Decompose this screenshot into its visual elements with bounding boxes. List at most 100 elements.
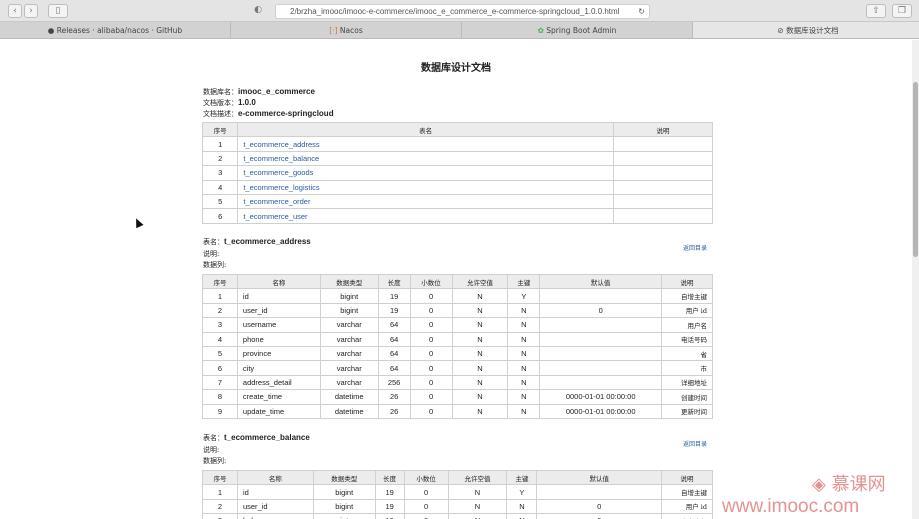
table-cell bbox=[613, 179, 713, 195]
table-cell: N bbox=[507, 345, 541, 362]
compass-icon: ⊘ bbox=[777, 26, 784, 35]
table-cell: 自增主键 bbox=[661, 484, 713, 500]
column-header: 长度 bbox=[374, 469, 405, 486]
column-header: 名称 bbox=[236, 273, 321, 290]
table-cell: 19 bbox=[377, 288, 411, 304]
shield-icon[interactable]: ◐ bbox=[254, 5, 262, 15]
column-header: 说明 bbox=[661, 273, 713, 290]
table-cell: 0 bbox=[539, 302, 663, 319]
table-cell: varchar bbox=[319, 317, 379, 333]
spring-icon: ✿ bbox=[537, 26, 544, 35]
table-cell: 9 bbox=[202, 403, 238, 419]
table-row: 5 province varchar 64 0 N N 省 bbox=[202, 345, 713, 362]
column-header: 主键 bbox=[506, 469, 538, 486]
table-cell bbox=[539, 288, 663, 304]
table-cell: 19 bbox=[374, 484, 405, 500]
table-link[interactable]: t_ecommerce_balance bbox=[243, 153, 320, 163]
share-button[interactable]: ⇧ bbox=[866, 4, 886, 18]
table-cell bbox=[613, 150, 713, 167]
table-cell: 3 bbox=[202, 317, 238, 333]
table-cell: 0 bbox=[409, 288, 453, 304]
table-cell: city bbox=[236, 360, 321, 376]
table-row: 1 t_ecommerce_address bbox=[201, 136, 713, 152]
table-cell: 0 bbox=[403, 498, 449, 515]
table-cell bbox=[539, 360, 663, 376]
tab-db-doc[interactable]: ⊘ 数据库设计文档 bbox=[693, 22, 919, 38]
address-bar[interactable]: 2/brzha_imooc/imooc-e-commerce/imooc_e_c… bbox=[275, 4, 650, 19]
reload-icon[interactable]: ↻ bbox=[636, 5, 645, 18]
table-cell: balance bbox=[236, 513, 314, 519]
back-to-index-link[interactable]: 返回目录 bbox=[683, 441, 708, 448]
table-cell: id bbox=[236, 484, 314, 500]
table-cell: 64 bbox=[377, 331, 411, 347]
table-description: 说明: bbox=[203, 250, 220, 258]
table-cell: 0 bbox=[409, 403, 453, 419]
table-row: 4 phone varchar 64 0 N N 电话号码 bbox=[202, 331, 713, 347]
table-columns-t_ecommerce_address: 序号 名称 数据类型 长度 小数位 允许空值 主键 默认值 说明 1 id bigint 19 0 N Y 自增… bbox=[202, 273, 713, 419]
table-cell: N bbox=[447, 513, 508, 519]
columns-label: 数据列: bbox=[203, 457, 227, 465]
table-row: 5 t_ecommerce_order bbox=[201, 193, 713, 210]
table-cell: 详细地址 bbox=[661, 374, 713, 391]
tabs-overview-button[interactable]: ❐ bbox=[892, 4, 912, 18]
column-header: 小数位 bbox=[403, 469, 449, 486]
column-header: 允许空值 bbox=[451, 273, 509, 290]
column-header: 序号 bbox=[202, 273, 238, 290]
table-cell: t_ecommerce_user bbox=[237, 208, 615, 224]
meta-description: 文档描述：e-commerce-springcloud bbox=[203, 109, 334, 119]
tab-nacos[interactable]: [·] Nacos bbox=[231, 22, 462, 38]
table-cell: bigint bbox=[319, 288, 379, 304]
table-cell: N bbox=[507, 389, 541, 405]
table-cell: 26 bbox=[377, 403, 411, 419]
scrollbar[interactable] bbox=[912, 40, 919, 519]
column-header: 名称 bbox=[236, 469, 314, 486]
table-link[interactable]: t_ecommerce_user bbox=[243, 211, 308, 221]
tab-github[interactable]: ● Releases · alibaba/nacos · GitHub bbox=[0, 22, 231, 38]
table-cell: Y bbox=[506, 484, 538, 500]
table-cell: 0 bbox=[403, 513, 449, 519]
table-cell: 0 bbox=[409, 360, 453, 376]
table-link[interactable]: t_ecommerce_logistics bbox=[243, 182, 320, 192]
table-cell: 8 bbox=[202, 389, 238, 405]
table-cell: 1 bbox=[201, 136, 239, 152]
table-name: t_ecommerce_balance bbox=[224, 433, 310, 442]
table-cell: N bbox=[506, 498, 538, 515]
column-header: 允许空值 bbox=[447, 469, 508, 486]
table-cell: 64 bbox=[377, 317, 411, 333]
table-cell bbox=[613, 208, 713, 224]
table-cell: 64 bbox=[377, 345, 411, 362]
column-header: 表名 bbox=[237, 121, 615, 138]
table-row: 2 t_ecommerce_balance bbox=[201, 150, 713, 167]
table-cell: N bbox=[507, 302, 541, 319]
table-cell: N bbox=[447, 484, 508, 500]
table-cell: varchar bbox=[319, 345, 379, 362]
table-link[interactable]: t_ecommerce_goods bbox=[243, 168, 314, 178]
forward-button[interactable]: › bbox=[24, 4, 38, 18]
column-header: 主键 bbox=[507, 273, 541, 290]
table-link[interactable]: t_ecommerce_order bbox=[243, 197, 311, 207]
table-cell: datetime bbox=[319, 389, 379, 405]
tab-spring-boot-admin[interactable]: ✿ Spring Boot Admin bbox=[462, 22, 693, 38]
table-cell: N bbox=[451, 360, 509, 376]
table-cell: bigint bbox=[312, 484, 376, 500]
table-cell: N bbox=[507, 374, 541, 391]
table-cell: 用户名 bbox=[661, 317, 713, 333]
table-cell: varchar bbox=[319, 360, 379, 376]
back-to-index-link[interactable]: 返回目录 bbox=[683, 245, 708, 252]
table-description: 说明: bbox=[203, 446, 220, 454]
table-cell: 用户 id bbox=[661, 498, 713, 515]
table-name-heading: 表名：t_ecommerce_address bbox=[203, 237, 311, 247]
back-button[interactable]: ‹ bbox=[8, 4, 22, 18]
table-cell: 5 bbox=[201, 193, 239, 210]
table-cell: id bbox=[236, 288, 321, 304]
label: 表名： bbox=[203, 434, 224, 442]
table-cell: 省 bbox=[661, 345, 713, 362]
column-header: 数据类型 bbox=[319, 273, 379, 290]
sidebar-toggle-button[interactable]: ▯ bbox=[48, 4, 68, 18]
table-link[interactable]: t_ecommerce_address bbox=[243, 139, 320, 149]
table-cell: 19 bbox=[374, 513, 405, 519]
tab-label: Releases · alibaba/nacos · GitHub bbox=[56, 26, 183, 35]
scrollbar-thumb[interactable] bbox=[913, 82, 918, 257]
table-cell: 3 bbox=[202, 513, 238, 519]
table-cell: 0 bbox=[409, 317, 453, 333]
